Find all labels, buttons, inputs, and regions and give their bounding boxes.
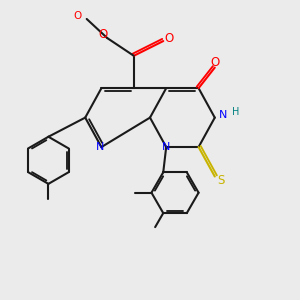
Text: H: H bbox=[232, 107, 239, 117]
Text: O: O bbox=[164, 32, 174, 45]
Text: S: S bbox=[217, 174, 224, 188]
Text: N: N bbox=[219, 110, 227, 120]
Text: N: N bbox=[96, 142, 104, 152]
Text: O: O bbox=[211, 56, 220, 69]
Text: O: O bbox=[98, 28, 107, 41]
Text: O: O bbox=[74, 11, 82, 21]
Text: N: N bbox=[162, 142, 170, 152]
